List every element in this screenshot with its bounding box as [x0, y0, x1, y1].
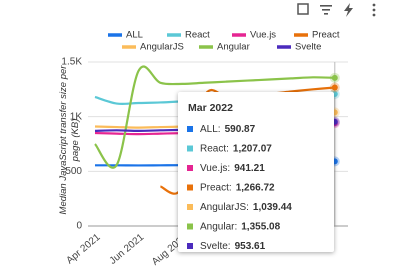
y-axis-label: Median JavaScript transfer size per page… [58, 65, 81, 215]
tooltip-swatch [187, 204, 193, 210]
icon-more[interactable] [372, 3, 376, 17]
icon-filter[interactable] [320, 5, 332, 15]
tooltip-value: 590.87 [225, 124, 256, 135]
tooltip-separator: : [246, 202, 249, 213]
series-line [94, 65, 335, 169]
legend-label: AngularJS [140, 42, 184, 53]
legend-label: Vue.js [250, 30, 276, 41]
tooltip-item: ALL: 590.87 [200, 124, 256, 135]
x-tick-label: Apr 2021 [64, 232, 102, 266]
tooltip-swatch [187, 145, 193, 152]
tooltip-item: Svelte: 953.61 [200, 241, 266, 252]
tooltip-swatch [187, 243, 193, 249]
tooltip-value: 941.21 [234, 163, 265, 174]
toolbar [297, 3, 376, 17]
hover-dot [331, 84, 338, 91]
tooltip-separator: : [227, 163, 230, 174]
tooltip: Mar 2022 ALL: 590.87 React: 1,207.07 Vue.js:… [178, 92, 334, 252]
tooltip-name: Preact [200, 182, 229, 193]
y-tick-label: 500 [65, 166, 82, 177]
legend-label: React [185, 30, 210, 41]
icon-chart[interactable] [297, 3, 309, 15]
tooltip-name: Svelte [200, 241, 228, 252]
tooltip-value: 1,355.08 [241, 221, 280, 232]
tooltip-value: 1,039.44 [253, 202, 292, 213]
y-tick-label: 0 [76, 221, 82, 232]
legend-label: Svelte [295, 42, 321, 53]
tooltip-separator: : [234, 221, 237, 232]
tooltip-item: Preact: 1,266.72 [200, 182, 275, 193]
tooltip-separator: : [229, 182, 232, 193]
y-tick-label: 1K [70, 111, 83, 122]
legend-label: Preact [312, 30, 340, 41]
tooltip-swatch [187, 165, 193, 171]
tooltip-item: React: 1,207.07 [200, 143, 272, 154]
tooltip-separator: : [226, 143, 229, 154]
tooltip-item: AngularJS: 1,039.44 [200, 202, 292, 213]
legend-label: ALL [126, 30, 143, 41]
tooltip-item: Vue.js: 941.21 [200, 163, 265, 174]
tooltip-item: Angular: 1,355.08 [200, 221, 281, 232]
hover-dot [331, 74, 338, 81]
tooltip-value: 1,207.07 [233, 143, 272, 154]
tooltip-value: 953.61 [235, 241, 266, 252]
tooltip-name: Angular [200, 221, 235, 232]
tooltip-name: ALL [200, 124, 218, 135]
tooltip-swatch [187, 223, 193, 230]
legend-label: Angular [217, 42, 250, 53]
x-tick-label: Jun 2021 [108, 232, 147, 266]
tooltip-swatch [187, 126, 193, 132]
tooltip-title: Mar 2022 [188, 102, 233, 114]
tooltip-separator: : [228, 241, 231, 252]
tooltip-name: React [200, 143, 226, 154]
y-tick-label: 1.5K [61, 57, 82, 68]
tooltip-value: 1,266.72 [236, 182, 275, 193]
tooltip-name: Vue.js [200, 163, 227, 174]
tooltip-swatch [187, 184, 193, 191]
tooltip-separator: : [218, 124, 221, 135]
icon-bolt[interactable] [344, 3, 353, 17]
tooltip-name: AngularJS [200, 202, 246, 213]
